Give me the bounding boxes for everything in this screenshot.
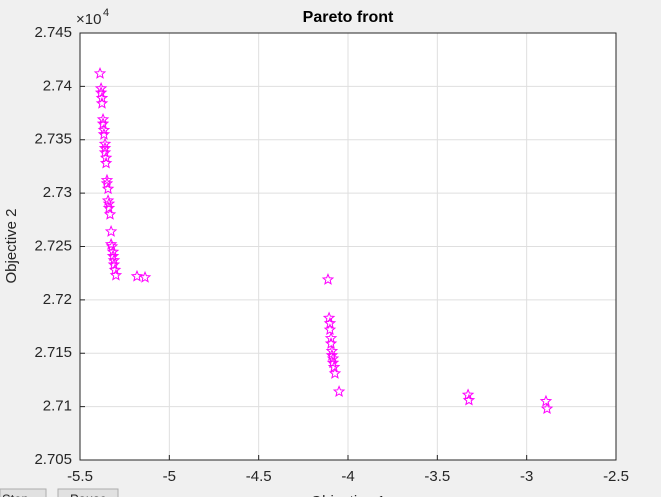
y-tick-label: 2.72 (43, 291, 72, 308)
x-tick-label: -5 (163, 468, 176, 485)
point (321, 273, 335, 285)
stop-button[interactable]: Stop (0, 488, 47, 497)
y-tick-label: 2.735 (34, 131, 72, 148)
y-tick-label: 2.705 (34, 451, 72, 468)
point (101, 194, 115, 206)
point (324, 331, 338, 344)
x-axis-label: Objective 1 (310, 493, 385, 497)
y-multiplier-exponent: 4 (103, 7, 109, 19)
y-multiplier: ×10 (76, 11, 101, 28)
button-label[interactable]: Stop (2, 491, 29, 497)
point (106, 245, 120, 258)
point (328, 366, 342, 379)
point (97, 127, 111, 140)
y-tick-label: 2.745 (34, 24, 72, 41)
point (109, 268, 123, 281)
y-tick-label: 2.71 (43, 398, 72, 415)
point (93, 67, 107, 79)
point (94, 81, 108, 94)
point (107, 253, 121, 266)
point (325, 344, 339, 357)
point (325, 348, 339, 361)
point (101, 182, 115, 195)
y-tick-label: 2.73 (43, 184, 72, 201)
chart-title: Pareto front (303, 9, 394, 26)
point (103, 207, 117, 220)
point (323, 323, 337, 336)
point (540, 402, 554, 415)
button-frame[interactable] (0, 488, 47, 497)
point (332, 385, 346, 397)
y-tick-label: 2.725 (34, 237, 72, 254)
point (324, 337, 338, 349)
x-tick-label: -3 (520, 468, 533, 485)
x-tick-label: -3.5 (424, 468, 450, 485)
y-tick-label: 2.74 (43, 77, 72, 94)
point (95, 96, 109, 109)
pause-button[interactable]: Pause (57, 488, 119, 497)
point (130, 269, 144, 282)
x-tick-label: -2.5 (603, 468, 629, 485)
point (100, 173, 114, 186)
point (102, 201, 116, 214)
x-tick-label: -4 (341, 468, 354, 485)
point (462, 393, 476, 406)
point (98, 141, 112, 154)
axes-box (79, 32, 617, 461)
point (138, 270, 152, 283)
y-axis-label: Objective 2 (3, 208, 20, 283)
point (95, 91, 109, 104)
point (104, 237, 118, 250)
x-tick-label: -4.5 (246, 468, 272, 485)
y-tick-label: 2.715 (34, 344, 72, 361)
point (99, 151, 113, 164)
button-label[interactable]: Pause (70, 491, 107, 497)
point (104, 225, 118, 237)
point (96, 112, 110, 125)
point (326, 352, 340, 364)
x-tick-label: -5.5 (67, 468, 93, 485)
button-frame[interactable] (57, 488, 119, 497)
point (97, 123, 111, 136)
point (539, 394, 553, 407)
point (99, 156, 113, 169)
point (102, 197, 116, 210)
